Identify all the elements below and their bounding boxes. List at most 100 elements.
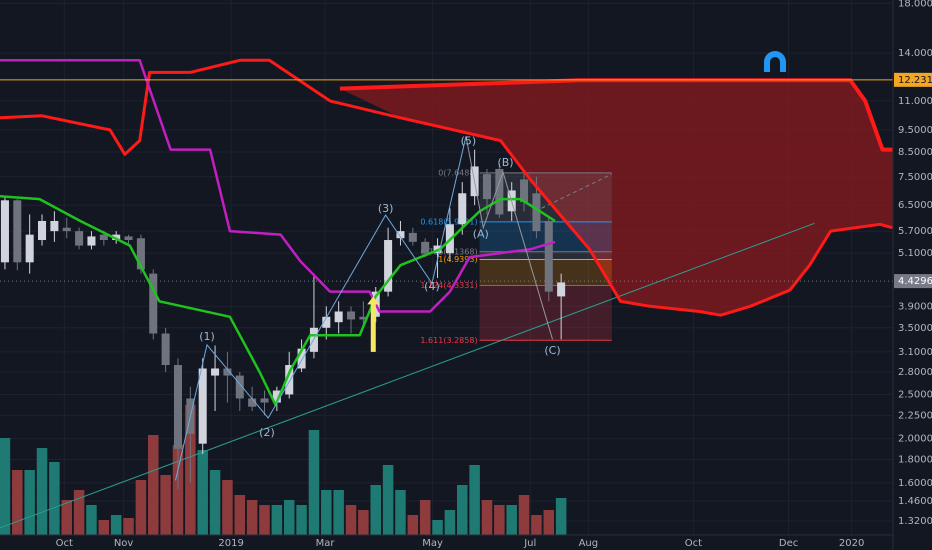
y-tick-label: 1.3200 [898, 516, 932, 527]
volume-bar [506, 505, 517, 535]
candle-body [272, 390, 281, 403]
volume-bar [469, 465, 480, 535]
x-tick-label: 2020 [839, 538, 864, 549]
fib-label: 0.618(5.9731) [420, 217, 477, 226]
volume-bar [12, 470, 23, 535]
volume-bar [110, 515, 122, 535]
candle-body [297, 348, 306, 369]
volume-bar [172, 445, 184, 535]
candle-body [334, 311, 343, 323]
volume-bar [321, 490, 332, 535]
volume-bar [283, 500, 295, 535]
arrow [367, 296, 380, 352]
indicator-line [0, 58, 893, 317]
y-tick-label: 8.5000 [898, 147, 932, 158]
volume-bar [135, 480, 147, 535]
volume-bar [432, 520, 443, 535]
volume-bar [296, 505, 307, 535]
candle-body [396, 231, 405, 239]
candle-body [544, 220, 553, 292]
volume-bar [61, 500, 72, 535]
volume-bar [407, 515, 419, 535]
candle-body [38, 220, 47, 241]
y-tick-label: 2.0000 [898, 434, 932, 445]
volume-bar [555, 498, 567, 535]
volume-bar [36, 448, 48, 535]
trend-line [0, 222, 815, 529]
volume-bar [0, 438, 11, 535]
indicator-line [0, 59, 556, 313]
wave-label: (5) [461, 134, 477, 147]
volume-bar [98, 520, 110, 535]
candle-body [99, 234, 108, 241]
candle-body [112, 234, 121, 241]
wave-line [175, 136, 467, 481]
candle-body [482, 174, 491, 200]
candle-body [532, 193, 541, 232]
y-tick-label: 2.2500 [898, 410, 932, 421]
y-tick-label: 3.9000 [898, 301, 932, 312]
volume-bar [444, 510, 456, 535]
candle-body [248, 398, 257, 407]
candle-body [124, 236, 133, 241]
volume-bar [481, 500, 493, 535]
candle-body [557, 282, 566, 297]
y-tick-label: 3.1000 [898, 347, 932, 358]
y-tick-label: 2.5000 [898, 389, 932, 400]
y-tick-label: 18.0000 [898, 0, 932, 9]
candle-body [136, 238, 145, 270]
axes: Oct Nov 2019 Mar May Jul Aug Oct Dec 2020 18.0000 1… [56, 0, 932, 549]
y-tick-label: 1.4600 [898, 496, 932, 507]
y-tick-label: 14.0000 [898, 48, 932, 59]
volume-bar [160, 475, 171, 535]
fib-label: 1.124(4.3331) [420, 281, 477, 290]
y-tick-label: 1.8000 [898, 455, 932, 466]
logo [764, 51, 786, 72]
candle-body [421, 241, 430, 254]
plot-area: 0(7.6488)0.618(5.9731)0.786(5.1368)1(4.9… [0, 58, 893, 535]
candle-body [260, 398, 269, 403]
candle-body [0, 200, 9, 263]
volume-bar [86, 505, 97, 535]
candle-body [347, 311, 356, 320]
y-tick-label: 5.7000 [898, 226, 932, 237]
wave-label: (4) [424, 280, 440, 293]
wave-label: (A) [473, 227, 489, 240]
volume-bar [531, 515, 542, 535]
y-tick-label: 9.5000 [898, 125, 932, 136]
candle-body [359, 316, 368, 320]
candle-body [223, 368, 232, 376]
volume-bar [543, 510, 555, 535]
indicator-line [0, 194, 556, 407]
x-tick-label: Mar [316, 538, 336, 549]
volume-bar [271, 505, 283, 535]
candle-body [285, 365, 294, 395]
x-tick-label: May [422, 538, 443, 549]
x-tick-label: 2019 [218, 538, 243, 549]
candle-body [520, 179, 529, 203]
volume-bar [345, 505, 357, 535]
cloud [339, 80, 893, 316]
volume-bar [24, 470, 35, 535]
volume-bar [419, 500, 431, 535]
candle-body [211, 368, 220, 376]
candle-body [495, 168, 504, 215]
volume-bar [246, 500, 258, 535]
y-tick-label: 11.0000 [898, 96, 932, 107]
y-tick-label: 2.8000 [898, 367, 932, 378]
wave-label: (B) [497, 156, 513, 169]
price-label: 4.4296 [898, 276, 932, 287]
wave-line [465, 136, 553, 340]
volume-bar [197, 450, 208, 535]
volume-bar [49, 462, 60, 535]
x-tick-label: Jul [523, 538, 536, 549]
fib-label: 1.611(3.2858) [420, 336, 477, 345]
candle-body [458, 193, 467, 225]
volume-bar [222, 480, 233, 535]
volume-bar [148, 435, 159, 535]
candle-body [384, 240, 393, 292]
volume-bar [370, 485, 381, 535]
volume-bar [73, 490, 85, 535]
candle-body [198, 368, 207, 444]
y-tick-label: 6.5000 [898, 200, 932, 211]
